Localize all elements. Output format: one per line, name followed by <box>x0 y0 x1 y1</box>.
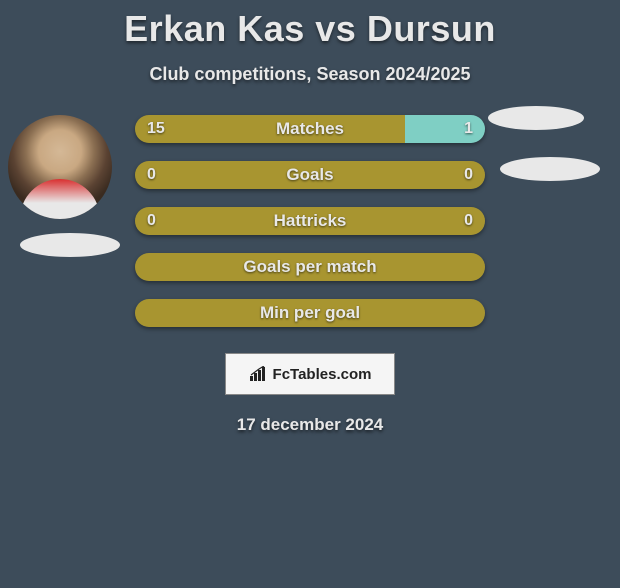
bar-label: Matches <box>276 119 344 139</box>
bar-value-left: 0 <box>147 212 156 230</box>
bar-label: Goals per match <box>243 257 376 277</box>
player-right-avatar-oval <box>488 106 584 130</box>
player-left-avatar <box>8 115 112 219</box>
stat-bar: Hattricks 0 0 <box>135 207 485 235</box>
stat-bar: Matches 15 1 <box>135 115 485 143</box>
stat-bar: Goals 0 0 <box>135 161 485 189</box>
bar-label: Goals <box>286 165 333 185</box>
bar-value-right: 1 <box>464 120 473 138</box>
brand-box: FcTables.com <box>225 353 395 395</box>
stat-bar: Min per goal <box>135 299 485 327</box>
bar-value-left: 15 <box>147 120 165 138</box>
page-title: Erkan Kas vs Dursun <box>0 8 620 50</box>
bar-value-right: 0 <box>464 166 473 184</box>
player-right-name-oval <box>500 157 600 181</box>
brand-text: FcTables.com <box>273 366 372 383</box>
page-subtitle: Club competitions, Season 2024/2025 <box>0 64 620 85</box>
stat-bars: Matches 15 1 Goals 0 0 Hattricks 0 0 Goals per ma… <box>135 115 485 327</box>
bar-left-segment <box>135 115 405 143</box>
player-left-name-oval <box>20 233 120 257</box>
bar-label: Hattricks <box>274 211 347 231</box>
stat-bar: Goals per match <box>135 253 485 281</box>
date-line: 17 december 2024 <box>0 415 620 435</box>
bar-label: Min per goal <box>260 303 360 323</box>
brand-chart-icon <box>249 366 269 382</box>
bar-value-right: 0 <box>464 212 473 230</box>
bar-value-left: 0 <box>147 166 156 184</box>
comparison-content: Matches 15 1 Goals 0 0 Hattricks 0 0 Goals per ma… <box>0 115 620 435</box>
